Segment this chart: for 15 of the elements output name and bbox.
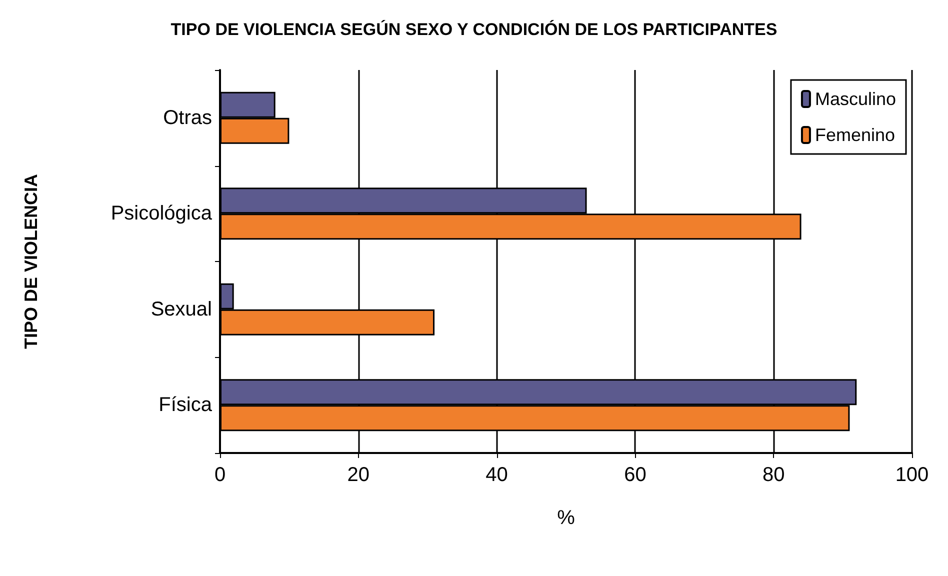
x-tick-label: 20 (347, 464, 370, 486)
x-tick-label: 0 (214, 464, 226, 486)
chart-title: TIPO DE VIOLENCIA SEGÚN SEXO Y CONDICIÓN DE LOS PARTICIPANTES (170, 19, 778, 39)
y-tick-label: Física (158, 394, 213, 416)
y-tick-label: Sexual (150, 298, 212, 320)
x-axis-title: % (557, 507, 576, 529)
legend-label: Masculino (814, 89, 896, 109)
x-tick-label: 100 (895, 464, 929, 486)
x-tick-label: 60 (624, 464, 646, 486)
x-tick-label: 80 (762, 464, 785, 486)
x-tick-label: 40 (486, 464, 508, 486)
y-tick-label: Psicológica (110, 202, 213, 225)
y-tick-label: Otras (163, 106, 212, 129)
legend-label: Femenino (814, 125, 896, 145)
y-axis-title: TIPO DE VIOLENCIA (21, 174, 41, 350)
